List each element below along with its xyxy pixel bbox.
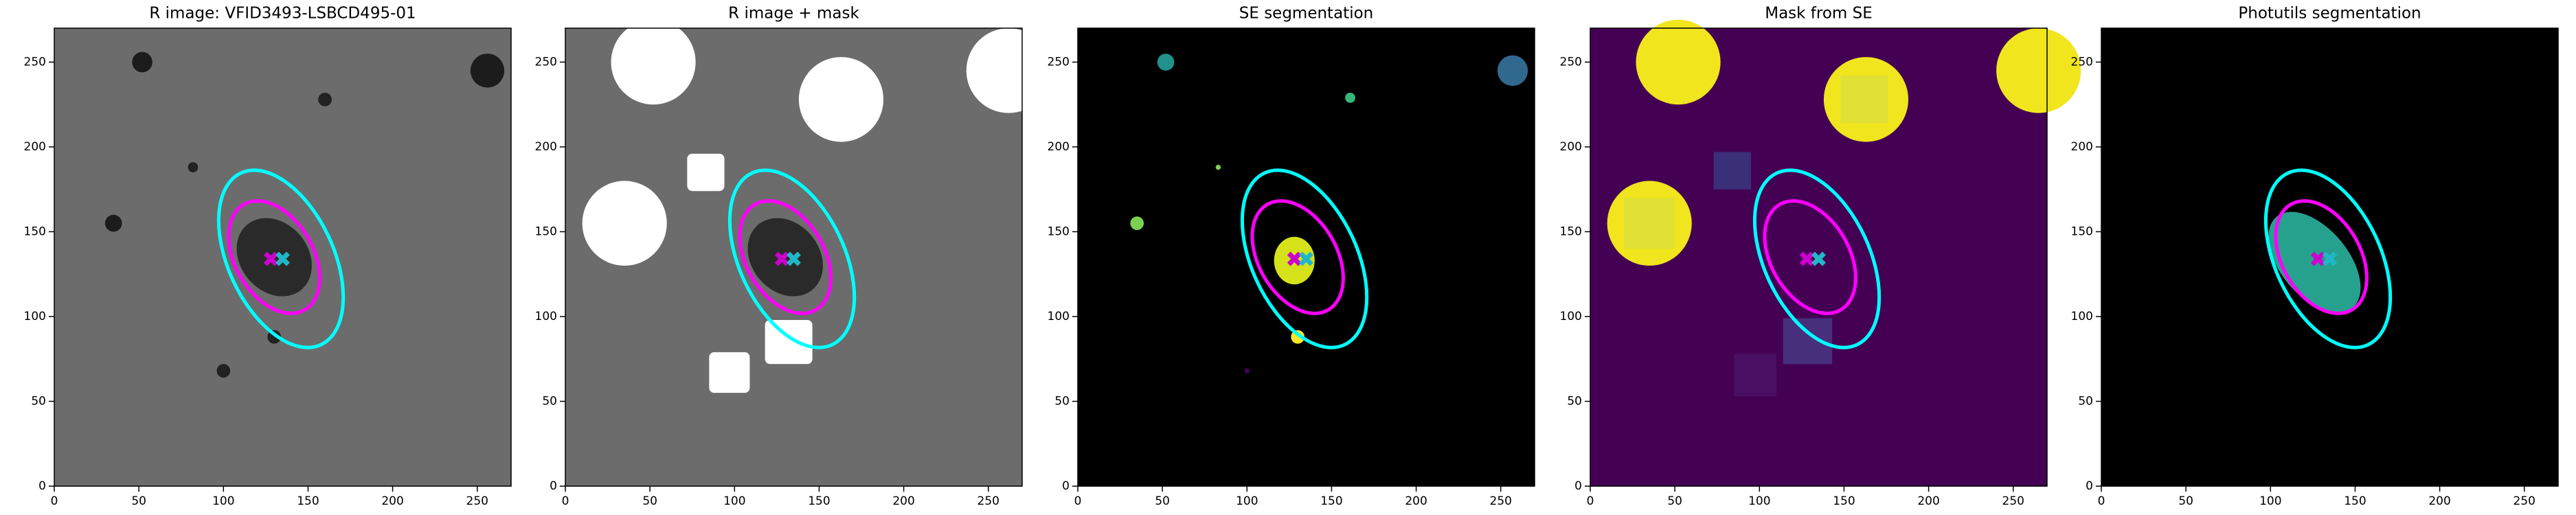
center-marker	[1299, 251, 1313, 266]
center-marker	[1799, 251, 1814, 266]
ellipse	[1240, 168, 1369, 350]
x-tick-label: 200	[381, 494, 403, 508]
x-tick-label: 100	[212, 494, 234, 508]
x-tick-label: 100	[1236, 494, 1258, 508]
ellipse	[727, 168, 857, 350]
y-tick-label: 250	[24, 55, 46, 69]
ellipse	[1763, 199, 1857, 315]
axes-frame	[2101, 27, 2559, 487]
y-tick-label: 200	[24, 140, 46, 154]
x-tick-label: 250	[2513, 494, 2535, 508]
y-tick-label: 50	[542, 394, 557, 408]
center-marker	[787, 251, 801, 266]
x-tick-label: 250	[2002, 494, 2024, 508]
center-marker	[1287, 251, 1302, 266]
ellipse	[2263, 168, 2393, 350]
x-tick-label: 0	[1074, 494, 1082, 508]
x-tick-label: 200	[2428, 494, 2450, 508]
x-tick-label: 50	[1155, 494, 1170, 508]
ellipse	[1250, 199, 1345, 315]
panel-title: R image + mask	[728, 5, 859, 23]
y-tick-label: 100	[1560, 310, 1582, 323]
x-tick-label: 150	[808, 494, 830, 508]
y-tick-label: 100	[2071, 310, 2093, 323]
x-tick-label: 150	[1320, 494, 1342, 508]
y-tick-label: 250	[535, 55, 557, 69]
panel-title: R image: VFID3493-LSBCD495-01	[149, 5, 416, 23]
axes-frame	[1077, 27, 1535, 487]
y-tick-label: 250	[2071, 55, 2093, 69]
y-tick-label: 200	[2071, 140, 2093, 154]
y-tick-label: 200	[1560, 140, 1582, 154]
center-marker	[275, 251, 290, 266]
y-tick-label: 150	[2071, 225, 2093, 238]
y-tick-label: 250	[1560, 55, 1582, 69]
image-se-mask	[1590, 19, 2081, 487]
x-tick-label: 200	[892, 494, 914, 508]
y-tick-label: 0	[1574, 479, 1582, 493]
axes-frame	[565, 27, 1023, 487]
y-tick-label: 50	[1054, 394, 1070, 408]
center-marker	[1811, 251, 1826, 266]
y-tick-label: 50	[31, 394, 46, 408]
x-tick-label: 200	[1405, 494, 1427, 508]
x-tick-label: 100	[1748, 494, 1770, 508]
x-tick-label: 100	[723, 494, 745, 508]
axes-frame	[54, 27, 512, 487]
y-tick-label: 250	[1048, 55, 1070, 69]
x-tick-label: 50	[642, 494, 657, 508]
y-tick-label: 100	[24, 310, 46, 323]
x-tick-label: 50	[131, 494, 146, 508]
center-marker	[2310, 251, 2325, 266]
y-tick-label: 0	[2086, 479, 2093, 493]
x-tick-label: 0	[1587, 494, 1594, 508]
axes-frame	[1590, 27, 2048, 487]
x-tick-label: 150	[297, 494, 319, 508]
panel-title: Mask from SE	[1765, 5, 1873, 23]
panel-title: SE segmentation	[1239, 5, 1373, 23]
ellipse	[1752, 168, 1882, 350]
center-marker	[2323, 251, 2337, 266]
y-tick-label: 0	[550, 479, 557, 493]
y-tick-label: 150	[24, 225, 46, 238]
y-tick-label: 0	[1062, 479, 1070, 493]
y-tick-label: 150	[535, 225, 557, 238]
x-tick-label: 150	[2344, 494, 2366, 508]
y-tick-label: 150	[1048, 225, 1070, 238]
x-tick-label: 100	[2259, 494, 2281, 508]
center-marker	[263, 251, 278, 266]
y-tick-label: 200	[1048, 140, 1070, 154]
y-tick-label: 0	[38, 479, 46, 493]
x-tick-label: 0	[2098, 494, 2105, 508]
x-tick-label: 50	[1667, 494, 1682, 508]
y-tick-label: 50	[1567, 394, 1582, 408]
x-tick-label: 0	[51, 494, 58, 508]
ellipse	[227, 199, 321, 315]
y-tick-label: 200	[535, 140, 557, 154]
x-tick-label: 50	[2178, 494, 2193, 508]
panel-title: Photutils segmentation	[2238, 5, 2421, 23]
y-tick-label: 100	[1048, 310, 1070, 323]
image-masked	[565, 19, 1051, 487]
y-tick-label: 150	[1560, 225, 1582, 238]
x-tick-label: 0	[562, 494, 569, 508]
x-tick-label: 250	[978, 494, 999, 508]
x-tick-label: 200	[1917, 494, 1939, 508]
y-tick-label: 100	[535, 310, 557, 323]
y-tick-label: 50	[2078, 394, 2093, 408]
x-tick-label: 250	[1490, 494, 1512, 508]
ellipse	[738, 199, 833, 315]
ellipse	[2274, 199, 2369, 315]
center-marker	[774, 251, 789, 266]
x-tick-label: 150	[1833, 494, 1855, 508]
x-tick-label: 250	[466, 494, 488, 508]
